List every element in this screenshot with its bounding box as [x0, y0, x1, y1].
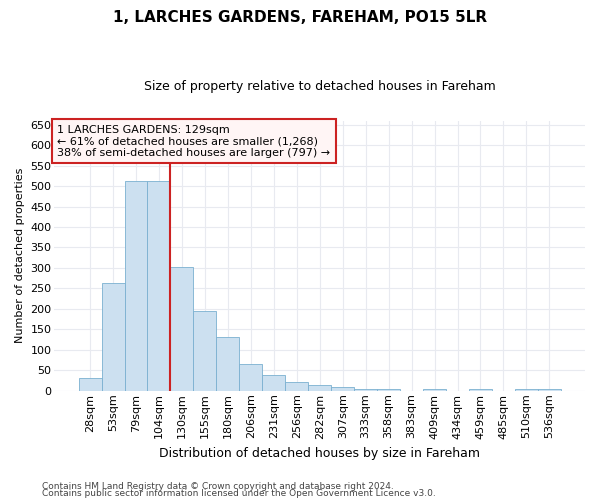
Bar [354, 388, 377, 391]
Text: Contains public sector information licensed under the Open Government Licence v3: Contains public sector information licen… [42, 489, 436, 498]
Bar [217, 337, 239, 391]
Bar [515, 388, 538, 391]
Text: 1, LARCHES GARDENS, FAREHAM, PO15 5LR: 1, LARCHES GARDENS, FAREHAM, PO15 5LR [113, 10, 487, 25]
Bar [170, 267, 193, 391]
Bar [239, 364, 262, 391]
X-axis label: Distribution of detached houses by size in Fareham: Distribution of detached houses by size … [159, 447, 480, 460]
Bar [125, 181, 148, 391]
Bar [285, 382, 308, 391]
Bar [377, 388, 400, 391]
Title: Size of property relative to detached houses in Fareham: Size of property relative to detached ho… [144, 80, 496, 93]
Bar [262, 375, 285, 391]
Bar [423, 388, 446, 391]
Text: 1 LARCHES GARDENS: 129sqm
← 61% of detached houses are smaller (1,268)
38% of se: 1 LARCHES GARDENS: 129sqm ← 61% of detac… [57, 124, 330, 158]
Bar [193, 310, 217, 391]
Bar [79, 378, 101, 391]
Bar [101, 284, 125, 391]
Bar [148, 181, 170, 391]
Bar [308, 384, 331, 391]
Bar [469, 388, 492, 391]
Bar [538, 388, 561, 391]
Text: Contains HM Land Registry data © Crown copyright and database right 2024.: Contains HM Land Registry data © Crown c… [42, 482, 394, 491]
Y-axis label: Number of detached properties: Number of detached properties [15, 168, 25, 344]
Bar [331, 386, 354, 391]
